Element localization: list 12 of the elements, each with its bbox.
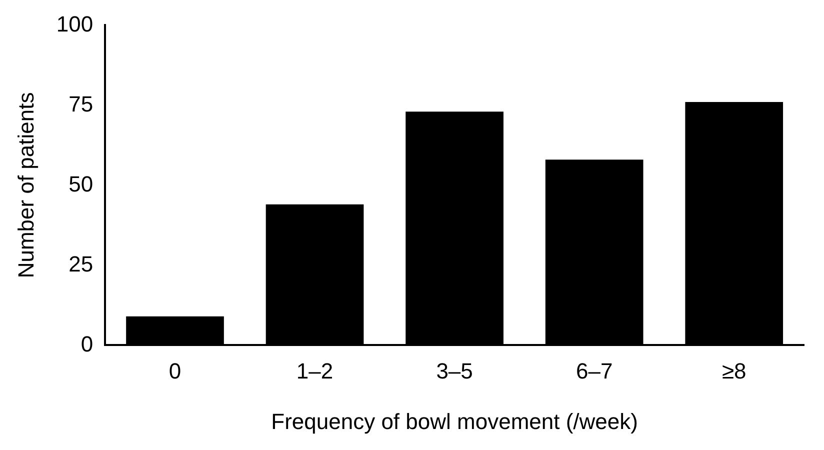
y-axis-title: Number of patients bbox=[13, 92, 38, 278]
x-tick-label: 0 bbox=[168, 358, 182, 384]
y-tick-label: 75 bbox=[68, 91, 94, 116]
y-tick-label: 0 bbox=[80, 331, 94, 356]
x-tick-label: 6–7 bbox=[576, 358, 613, 384]
y-tick-label: 100 bbox=[56, 11, 94, 36]
x-tick-label: ≥8 bbox=[722, 358, 746, 384]
x-axis-title: Frequency of bowl movement (/week) bbox=[271, 408, 638, 434]
y-tick-label: 25 bbox=[68, 251, 94, 276]
x-tick-label: 3–5 bbox=[436, 358, 473, 384]
y-tick-label: 50 bbox=[68, 171, 94, 196]
x-tick-label: 1–2 bbox=[296, 358, 334, 384]
